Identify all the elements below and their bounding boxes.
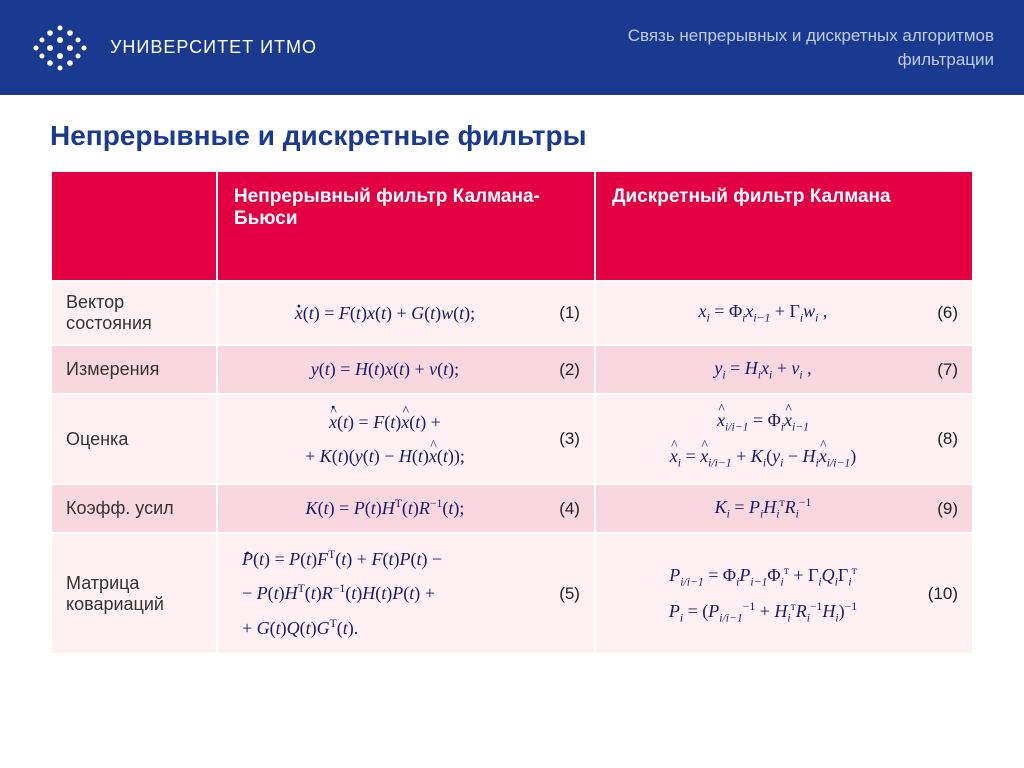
col-header-discrete: Дискретный фильтр Калмана xyxy=(595,171,973,281)
row-gain: Коэфф. усил K(t) = P(t)HT(t)R−1(t); (4) … xyxy=(51,484,973,533)
slide-title: Непрерывные и дискретные фильтры xyxy=(50,120,974,152)
comparison-table: Непрерывный фильтр Калмана-Бьюси Дискрет… xyxy=(50,170,974,655)
cell-meas-discrete: yi = Hixi + vi , (7) xyxy=(595,345,973,394)
row-measurements: Измерения y(t) = H(t)x(t) + v(t); (2) yi… xyxy=(51,345,973,394)
university-name: УНИВЕРСИТЕТ ИТМО xyxy=(110,37,317,58)
col-header-empty xyxy=(51,171,217,281)
row-label-meas: Измерения xyxy=(51,345,217,394)
row-label-gain: Коэфф. усил xyxy=(51,484,217,533)
col-header-continuous: Непрерывный фильтр Калмана-Бьюси xyxy=(217,171,595,281)
content-area: Непрерывные и дискретные фильтры Непреры… xyxy=(0,95,1024,655)
itmo-logo-icon xyxy=(30,23,92,73)
cell-est-discrete: xi/i−1 = Φixi−1 xi = xi/i−1 + Ki(yi − Hi… xyxy=(595,394,973,484)
row-label-est: Оценка xyxy=(51,394,217,484)
cell-state-continuous: x(t) = F(t)x(t) + G(t)w(t); (1) xyxy=(217,281,595,345)
row-state: Вектор состояния x(t) = F(t)x(t) + G(t)w… xyxy=(51,281,973,345)
row-covariance: Матрица ковариаций P(t) = P(t)FT(t) + F(… xyxy=(51,533,973,654)
cell-meas-continuous: y(t) = H(t)x(t) + v(t); (2) xyxy=(217,345,595,394)
cell-state-discrete: xi = Φixi−1 + Γiwi , (6) xyxy=(595,281,973,345)
cell-cov-discrete: Pi/i−1 = ΦiPi−1Φiт + ΓiQiΓiт Pi = (Pi/i−… xyxy=(595,533,973,654)
row-estimate: Оценка x(t) = F(t)x(t) + + K(t)(y(t) − H… xyxy=(51,394,973,484)
cell-gain-discrete: Ki = PiHiтRi−1 (9) xyxy=(595,484,973,533)
slide-header: УНИВЕРСИТЕТ ИТМО Связь непрерывных и дис… xyxy=(0,0,1024,95)
logo-block: УНИВЕРСИТЕТ ИТМО xyxy=(30,23,317,73)
row-label-state: Вектор состояния xyxy=(51,281,217,345)
cell-est-continuous: x(t) = F(t)x(t) + + K(t)(y(t) − H(t)x(t)… xyxy=(217,394,595,484)
slide-subtitle: Связь непрерывных и дискретных алгоритмо… xyxy=(628,24,994,72)
table-header-row: Непрерывный фильтр Калмана-Бьюси Дискрет… xyxy=(51,171,973,281)
cell-gain-continuous: K(t) = P(t)HT(t)R−1(t); (4) xyxy=(217,484,595,533)
row-label-cov: Матрица ковариаций xyxy=(51,533,217,654)
cell-cov-continuous: P(t) = P(t)FT(t) + F(t)P(t) − − P(t)HT(t… xyxy=(217,533,595,654)
